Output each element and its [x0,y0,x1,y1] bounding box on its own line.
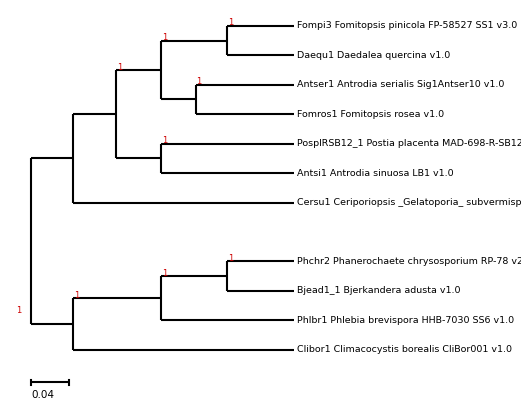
Text: 1: 1 [162,136,167,145]
Text: 0.04: 0.04 [31,390,54,399]
Text: 1: 1 [162,269,167,278]
Text: 1: 1 [75,291,80,300]
Text: Cersu1 Ceriporiopsis _Gelatoporia_ subvermispora B: Cersu1 Ceriporiopsis _Gelatoporia_ subve… [297,198,521,207]
Text: Fompi3 Fomitopsis pinicola FP-58527 SS1 v3.0: Fompi3 Fomitopsis pinicola FP-58527 SS1 … [297,21,517,30]
Text: 1: 1 [162,33,167,42]
Text: Antsi1 Antrodia sinuosa LB1 v1.0: Antsi1 Antrodia sinuosa LB1 v1.0 [297,169,454,178]
Text: Clibor1 Climacocystis borealis CliBor001 v1.0: Clibor1 Climacocystis borealis CliBor001… [297,345,512,354]
Text: Phchr2 Phanerochaete chrysosporium RP-78 v2.2: Phchr2 Phanerochaete chrysosporium RP-78… [297,257,521,266]
Text: Daequ1 Daedalea quercina v1.0: Daequ1 Daedalea quercina v1.0 [297,51,451,60]
Text: 1: 1 [117,62,122,72]
Text: Antser1 Antrodia serialis Sig1Antser10 v1.0: Antser1 Antrodia serialis Sig1Antser10 v… [297,80,504,89]
Text: PosplRSB12_1 Postia placenta MAD-698-R-SB12 v1.0: PosplRSB12_1 Postia placenta MAD-698-R-S… [297,139,521,148]
Text: Fomros1 Fomitopsis rosea v1.0: Fomros1 Fomitopsis rosea v1.0 [297,110,444,119]
Text: 1: 1 [228,18,233,28]
Text: Phlbr1 Phlebia brevispora HHB-7030 SS6 v1.0: Phlbr1 Phlebia brevispora HHB-7030 SS6 v… [297,316,514,325]
Text: Bjead1_1 Bjerkandera adusta v1.0: Bjead1_1 Bjerkandera adusta v1.0 [297,286,461,296]
Text: 1: 1 [17,306,22,315]
Text: 1: 1 [196,77,202,86]
Text: 1: 1 [228,254,233,263]
